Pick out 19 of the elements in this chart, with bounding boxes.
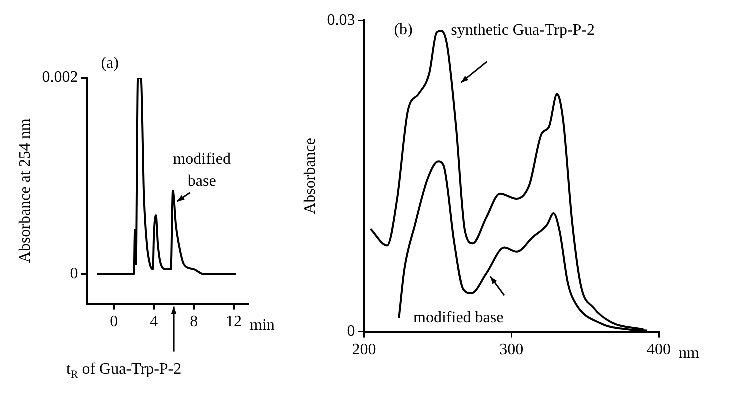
y-axis-title: Absorbance bbox=[302, 138, 319, 214]
x-tick-label: 400 bbox=[647, 342, 671, 359]
x-axis-title: nm bbox=[679, 344, 700, 362]
annotation: modified base bbox=[414, 310, 504, 327]
y-tick-label: 0.03 bbox=[327, 12, 356, 29]
annotation: synthetic Gua-Trp-P-2 bbox=[451, 22, 596, 39]
y-tick-label: 0.002 bbox=[42, 69, 78, 86]
x-tick-label: 12 bbox=[226, 314, 242, 331]
line-series bbox=[96, 78, 238, 276]
x-tick-label: 200 bbox=[352, 342, 376, 359]
x-tick-label: 8 bbox=[190, 314, 198, 331]
chart-title: (b) bbox=[394, 22, 413, 39]
x-tick-label: 0 bbox=[110, 314, 118, 331]
annotation: modified base bbox=[173, 150, 231, 190]
x-tick-label: 4 bbox=[150, 314, 158, 331]
x-axis-title: min bbox=[250, 316, 275, 334]
y-axis-title: Absorbance at 254 nm bbox=[16, 118, 34, 264]
x-tick-label: 300 bbox=[500, 342, 524, 359]
chart-title: (a) bbox=[101, 55, 119, 72]
